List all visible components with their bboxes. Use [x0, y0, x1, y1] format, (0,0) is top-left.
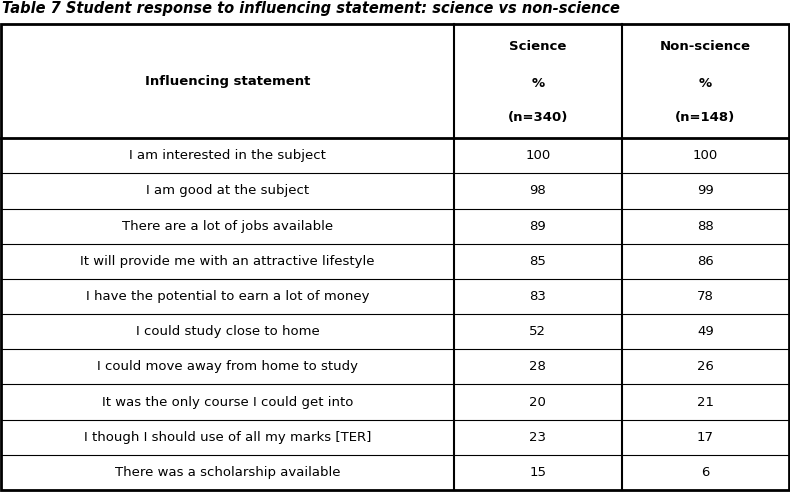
Text: 20: 20: [529, 396, 546, 408]
Text: 17: 17: [697, 430, 714, 444]
Text: I am interested in the subject: I am interested in the subject: [129, 149, 326, 162]
Text: (n=340): (n=340): [508, 111, 568, 124]
Text: I am good at the subject: I am good at the subject: [146, 184, 309, 197]
Text: 88: 88: [697, 219, 713, 233]
Text: 83: 83: [529, 290, 546, 303]
Text: There are a lot of jobs available: There are a lot of jobs available: [122, 219, 333, 233]
Text: 26: 26: [697, 360, 713, 373]
Text: 78: 78: [697, 290, 713, 303]
Text: 86: 86: [697, 255, 713, 268]
Text: Non-science: Non-science: [660, 40, 750, 53]
Text: 99: 99: [697, 184, 713, 197]
Text: It will provide me with an attractive lifestyle: It will provide me with an attractive li…: [81, 255, 374, 268]
Text: Table 7 Student response to influencing statement: science vs non-science: Table 7 Student response to influencing …: [2, 1, 620, 16]
Text: 52: 52: [529, 325, 547, 338]
Text: There was a scholarship available: There was a scholarship available: [115, 466, 340, 479]
Text: 21: 21: [697, 396, 714, 408]
Text: 23: 23: [529, 430, 547, 444]
Text: 6: 6: [701, 466, 709, 479]
Text: 100: 100: [693, 149, 718, 162]
Text: 15: 15: [529, 466, 547, 479]
Text: 85: 85: [529, 255, 546, 268]
Text: Science: Science: [509, 40, 566, 53]
Text: %: %: [698, 77, 712, 90]
Text: 100: 100: [525, 149, 551, 162]
Text: 49: 49: [697, 325, 713, 338]
Text: 89: 89: [529, 219, 546, 233]
Text: I have the potential to earn a lot of money: I have the potential to earn a lot of mo…: [86, 290, 369, 303]
Text: (n=148): (n=148): [675, 111, 735, 124]
Text: %: %: [531, 77, 544, 90]
Text: 28: 28: [529, 360, 546, 373]
Text: Influencing statement: Influencing statement: [145, 75, 310, 88]
Text: I could study close to home: I could study close to home: [136, 325, 319, 338]
Text: I could move away from home to study: I could move away from home to study: [97, 360, 358, 373]
Text: It was the only course I could get into: It was the only course I could get into: [102, 396, 353, 408]
Text: 98: 98: [529, 184, 546, 197]
Text: I though I should use of all my marks [TER]: I though I should use of all my marks [T…: [84, 430, 371, 444]
